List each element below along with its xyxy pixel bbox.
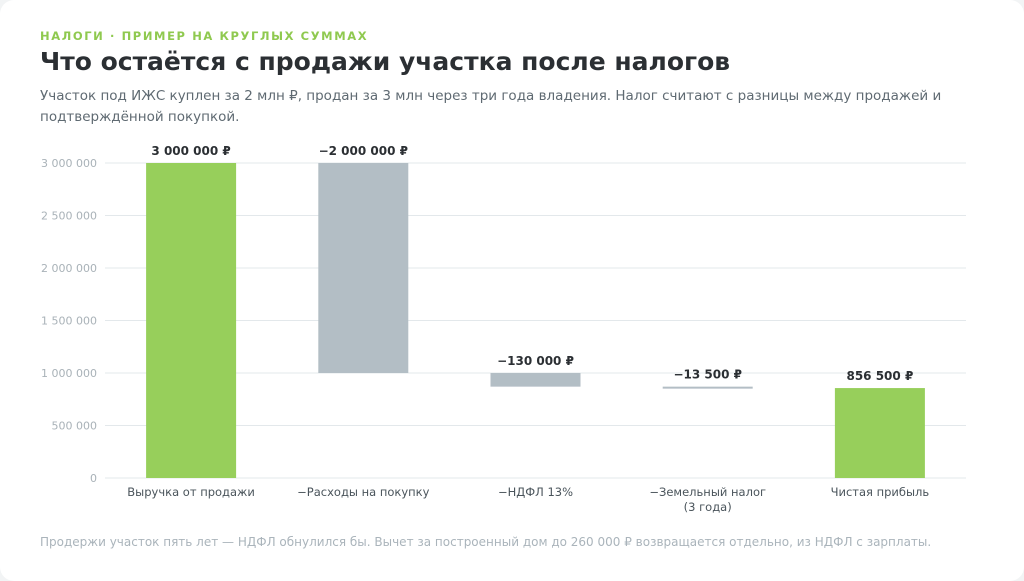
y-tick-label: 500 000 (52, 420, 98, 433)
chart-subtitle: Участок под ИЖС куплен за 2 млн ₽, прода… (40, 88, 942, 125)
data-label: −13 500 ₽ (673, 368, 742, 382)
footnote: Продержи участок пять лет — НДФЛ обнулил… (40, 535, 932, 549)
y-tick-label: 2 500 000 (41, 210, 97, 223)
category-label: (3 года) (684, 500, 732, 514)
bar (146, 163, 237, 478)
data-label: −130 000 ₽ (497, 354, 574, 368)
category-label: Чистая прибыль (831, 485, 930, 499)
y-tick-label: 1 500 000 (41, 315, 97, 328)
category-label: −Земельный налог (649, 485, 766, 499)
y-tick-label: 2 000 000 (41, 262, 97, 275)
category-label: −Расходы на покупку (297, 485, 429, 499)
y-tick-label: 3 000 000 (41, 157, 97, 170)
page-title: Что остаётся с продажи участка после нал… (40, 47, 731, 76)
data-label: 856 500 ₽ (846, 369, 913, 383)
category-label: Выручка от продажи (127, 485, 255, 499)
bar (662, 386, 753, 389)
bar (834, 388, 925, 478)
data-label: 3 000 000 ₽ (151, 144, 230, 158)
y-tick-label: 1 000 000 (41, 367, 97, 380)
y-tick-label: 0 (90, 472, 97, 485)
category-label: −НДФЛ 13% (498, 485, 573, 499)
bar (490, 373, 581, 387)
data-label: −2 000 000 ₽ (319, 144, 408, 158)
eyebrow-label: НАЛОГИ · ПРИМЕР НА КРУГЛЫХ СУММАХ (40, 29, 369, 43)
bar (318, 163, 409, 373)
